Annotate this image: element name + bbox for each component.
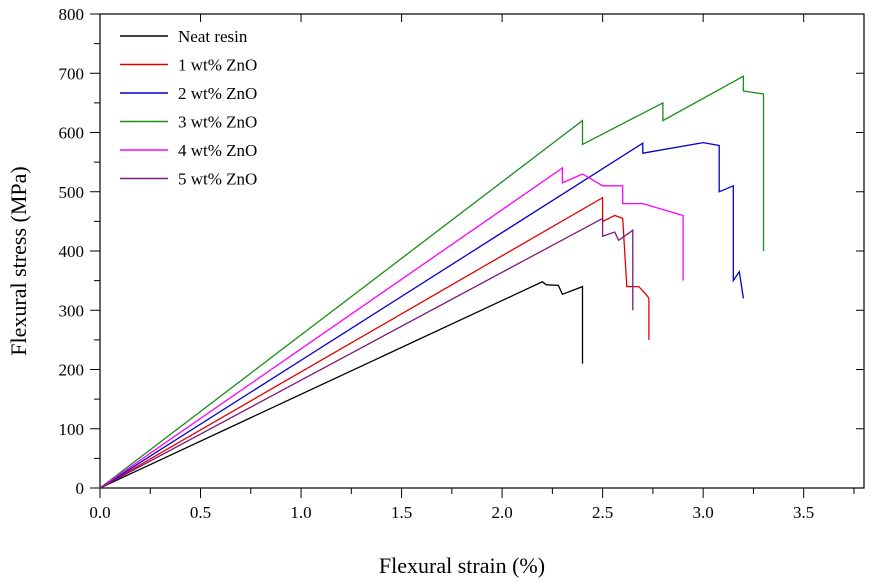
x-tick-label: 2.5 bbox=[592, 503, 613, 522]
x-tick-label: 2.0 bbox=[491, 503, 512, 522]
series-line-5 bbox=[99, 166, 684, 489]
legend-label: 5 wt% ZnO bbox=[178, 170, 257, 189]
legend-label: 3 wt% ZnO bbox=[178, 113, 257, 132]
legend: Neat resin 1 wt% ZnO 2 wt% ZnO 3 wt% ZnO 4 w… bbox=[120, 27, 257, 189]
x-tick-label: 0.5 bbox=[190, 503, 211, 522]
legend-label: Neat resin bbox=[178, 27, 248, 46]
x-axis-title: Flexural strain (%) bbox=[379, 553, 545, 578]
y-tick-label: 800 bbox=[59, 5, 85, 24]
y-tick-label: 500 bbox=[59, 183, 85, 202]
y-tick-label: 700 bbox=[59, 64, 85, 83]
x-tick-label: 3.5 bbox=[793, 503, 814, 522]
y-tick-label: 0 bbox=[76, 479, 85, 498]
x-tick-label: 1.5 bbox=[391, 503, 412, 522]
y-axis-title: Flexural stress (MPa) bbox=[6, 166, 31, 355]
x-tick-label: 0.0 bbox=[89, 503, 110, 522]
series-line-3 bbox=[99, 141, 745, 489]
legend-label: 4 wt% ZnO bbox=[178, 141, 257, 160]
y-tick-label: 300 bbox=[59, 301, 85, 320]
y-tick-label: 600 bbox=[59, 124, 85, 143]
series-line-4 bbox=[99, 75, 765, 489]
x-axis-ticks: 0.0 0.5 1.0 1.5 2.0 2.5 3.0 3.5 bbox=[89, 14, 855, 522]
series-line-2 bbox=[99, 196, 650, 489]
series-line-6 bbox=[99, 217, 634, 489]
series-line-1 bbox=[99, 281, 584, 489]
legend-label: 1 wt% ZnO bbox=[178, 56, 257, 75]
x-tick-label: 3.0 bbox=[693, 503, 714, 522]
series-layer bbox=[99, 75, 765, 489]
y-tick-label: 200 bbox=[59, 361, 85, 380]
legend-label: 2 wt% ZnO bbox=[178, 84, 257, 103]
y-tick-label: 400 bbox=[59, 242, 85, 261]
y-tick-label: 100 bbox=[59, 420, 85, 439]
y-axis-ticks: 0 100 200 300 400 500 600 700 800 bbox=[59, 5, 864, 498]
x-tick-label: 1.0 bbox=[290, 503, 311, 522]
